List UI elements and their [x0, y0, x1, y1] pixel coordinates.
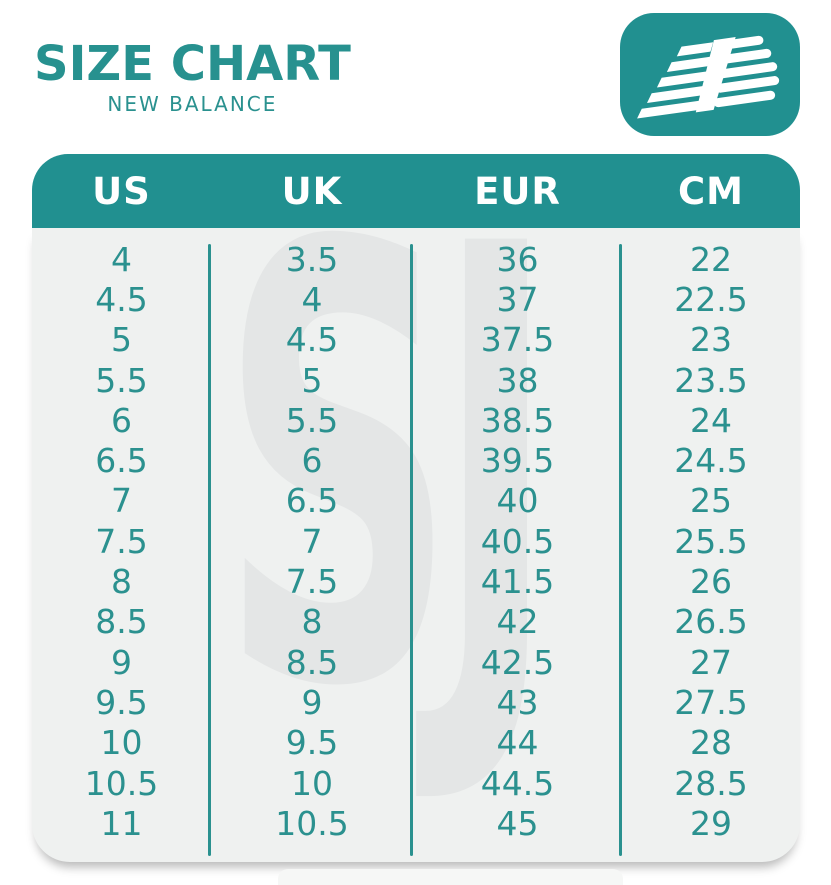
size-cell: 22.5	[674, 279, 748, 319]
size-cell: 4	[111, 239, 132, 279]
size-cell: 22	[690, 239, 732, 279]
size-cell: 8	[301, 602, 323, 642]
column-divider-2	[410, 244, 413, 856]
size-cell: 6.5	[285, 481, 339, 521]
size-cell: 39.5	[480, 441, 555, 481]
size-cell: 28	[690, 723, 732, 763]
column-header-cm: CM	[678, 169, 744, 213]
size-cell: 23.5	[674, 360, 748, 400]
size-cell: 4.5	[95, 279, 148, 319]
size-table-card: US UK EUR CM SJ 4 3.5 36 22 4.5 4 37 22.5 5 4.5 37.5 2…	[32, 154, 800, 862]
size-cell: 40	[496, 481, 539, 521]
size-cell: 10	[100, 723, 143, 763]
column-header-eur: EUR	[474, 169, 561, 213]
size-cell: 6	[111, 400, 132, 440]
size-cell: 41.5	[480, 562, 555, 602]
column-header-uk: UK	[281, 169, 343, 213]
size-cell: 7.5	[285, 562, 339, 602]
size-cell: 40.5	[480, 521, 555, 561]
size-cell: 6.5	[95, 441, 148, 481]
size-cell: 23	[690, 320, 732, 360]
column-divider-3	[619, 244, 622, 856]
title-block: SIZE CHART NEW BALANCE	[34, 40, 351, 116]
size-cell: 27.5	[674, 682, 748, 722]
size-cell: 38	[496, 360, 539, 400]
size-cell: 29	[690, 803, 732, 843]
size-cell: 5	[111, 320, 132, 360]
size-cell: 8.5	[285, 642, 339, 682]
size-cell: 11	[100, 803, 143, 843]
size-cell: 24	[690, 400, 732, 440]
table-header-row: US UK EUR CM	[32, 154, 800, 228]
size-cell: 42.5	[480, 642, 555, 682]
page-title: SIZE CHART	[34, 36, 351, 92]
size-cell: 37.5	[480, 320, 555, 360]
size-cell: 4.5	[285, 320, 339, 360]
size-cell: 7	[111, 481, 132, 521]
size-cell: 10.5	[275, 803, 349, 843]
size-cell: 4	[301, 279, 323, 319]
size-cell: 45	[496, 803, 539, 843]
size-cell: 27	[690, 642, 732, 682]
size-cell: 38.5	[480, 400, 555, 440]
page-subtitle: NEW BALANCE	[107, 92, 278, 116]
size-cell: 26	[690, 562, 732, 602]
size-cell: 7	[301, 521, 323, 561]
size-cell: 10	[291, 763, 333, 803]
size-cell: 25	[690, 481, 732, 521]
bottom-faint-shape	[278, 869, 623, 885]
size-cell: 44.5	[480, 763, 555, 803]
size-cell: 3.5	[285, 239, 339, 279]
size-cell: 24.5	[674, 441, 748, 481]
size-cell: 8.5	[95, 602, 148, 642]
new-balance-logo	[620, 13, 800, 136]
size-cell: 9	[301, 682, 323, 722]
watermark-text: SJ	[219, 228, 557, 818]
size-cell: 26.5	[674, 602, 748, 642]
size-cell: 9.5	[95, 682, 148, 722]
size-cell: 37	[496, 279, 539, 319]
size-cell: 28.5	[674, 763, 748, 803]
size-cell: 7.5	[95, 521, 148, 561]
size-cell: 8	[111, 562, 132, 602]
column-divider-1	[208, 244, 211, 856]
nb-logo-icon	[620, 13, 800, 136]
column-header-us: US	[92, 169, 151, 213]
size-cell: 10.5	[84, 763, 159, 803]
size-cell: 5	[301, 360, 323, 400]
size-cell: 36	[496, 239, 539, 279]
size-cell: 5.5	[285, 400, 339, 440]
size-cell: 42	[496, 602, 539, 642]
size-cell: 9.5	[285, 723, 339, 763]
table-body: SJ 4 3.5 36 22 4.5 4 37 22.5 5 4.5 37.5 23 5.5 5 38 23.…	[32, 228, 800, 862]
size-cell: 6	[301, 441, 323, 481]
size-cell: 25.5	[674, 521, 748, 561]
size-grid: 4 3.5 36 22 4.5 4 37 22.5 5 4.5 37.5 23 5.5 5 38 23.5 6 5…	[32, 228, 800, 862]
size-cell: 5.5	[95, 360, 148, 400]
size-cell: 9	[111, 642, 132, 682]
size-cell: 43	[496, 682, 539, 722]
size-cell: 44	[496, 723, 539, 763]
